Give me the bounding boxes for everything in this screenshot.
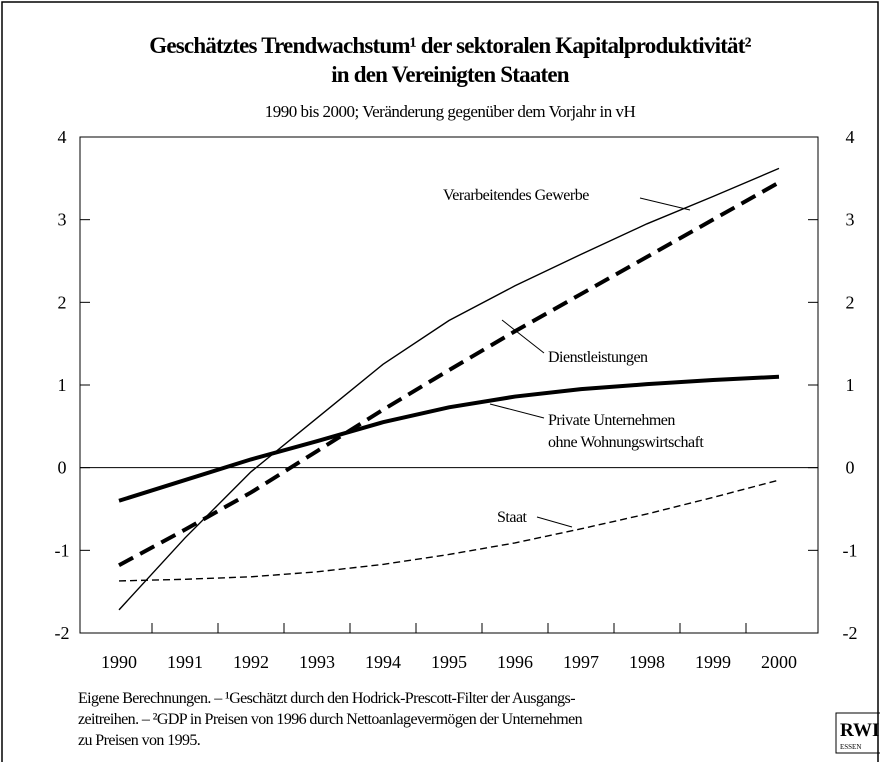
annotation: Private Unternehmen (548, 412, 675, 429)
series-line (118, 479, 780, 582)
y2-tick-label: 3 (846, 210, 855, 230)
footnote: zeitreihen. – ²GDP in Preisen von 1996 d… (78, 711, 583, 728)
x-tick-label: 1996 (497, 652, 533, 672)
y-tick-label: 2 (58, 292, 67, 312)
y-tick-label: 4 (58, 127, 67, 147)
annotation: Dienstleistungen (548, 349, 648, 366)
logo: RWI (840, 720, 879, 741)
y2-tick-label: 0 (846, 458, 855, 478)
leader-line (501, 319, 545, 354)
x-tick-label: 1992 (233, 652, 269, 672)
y2-tick-label: -1 (843, 540, 858, 560)
series-line (118, 167, 780, 611)
logo-sub: ESSEN (840, 743, 861, 751)
footnote: Eigene Berechnungen. – ¹Geschätzt durch … (78, 690, 575, 707)
annotation: ohne Wohnungswirtschaft (548, 434, 704, 451)
x-tick-label: 1995 (431, 652, 467, 672)
leaders (489, 197, 691, 528)
annotation: Staat (497, 509, 528, 526)
x-tick-label: 1998 (629, 652, 665, 672)
x-tick-label: 2000 (761, 652, 797, 672)
leader-line (536, 516, 573, 528)
leader-line (489, 403, 545, 419)
series-line (118, 180, 780, 567)
y2-tick-label: -2 (843, 623, 858, 643)
annotation: Verarbeitendes Gewerbe (443, 187, 589, 204)
chart-title: in den Vereinigten Staaten (331, 62, 570, 87)
x-tick-label: 1999 (695, 652, 731, 672)
chart-subtitle: 1990 bis 2000; Veränderung gegenüber dem… (265, 102, 636, 121)
chart-title: Geschätztes Trendwachstum¹ der sektorale… (149, 33, 751, 58)
x-tick-label: 1993 (299, 652, 335, 672)
y2-tick-label: 2 (846, 292, 855, 312)
y-tick-label: 1 (58, 375, 67, 395)
y-tick-label: -1 (55, 540, 70, 560)
plot-frame (79, 136, 819, 634)
logo-box (835, 712, 880, 754)
footnote: zu Preisen von 1995. (78, 732, 200, 749)
x-tick-label: 1990 (101, 652, 137, 672)
series-line (118, 374, 780, 503)
y-tick-label: -2 (55, 623, 70, 643)
y2-tick-label: 4 (846, 127, 855, 147)
leader-line (639, 197, 691, 211)
x-tick-label: 1994 (365, 652, 401, 672)
y-tick-label: 3 (58, 210, 67, 230)
y2-tick-label: 1 (846, 375, 855, 395)
x-tick-label: 1991 (167, 652, 203, 672)
x-tick-label: 1997 (563, 652, 599, 672)
y-tick-label: 0 (58, 458, 67, 478)
